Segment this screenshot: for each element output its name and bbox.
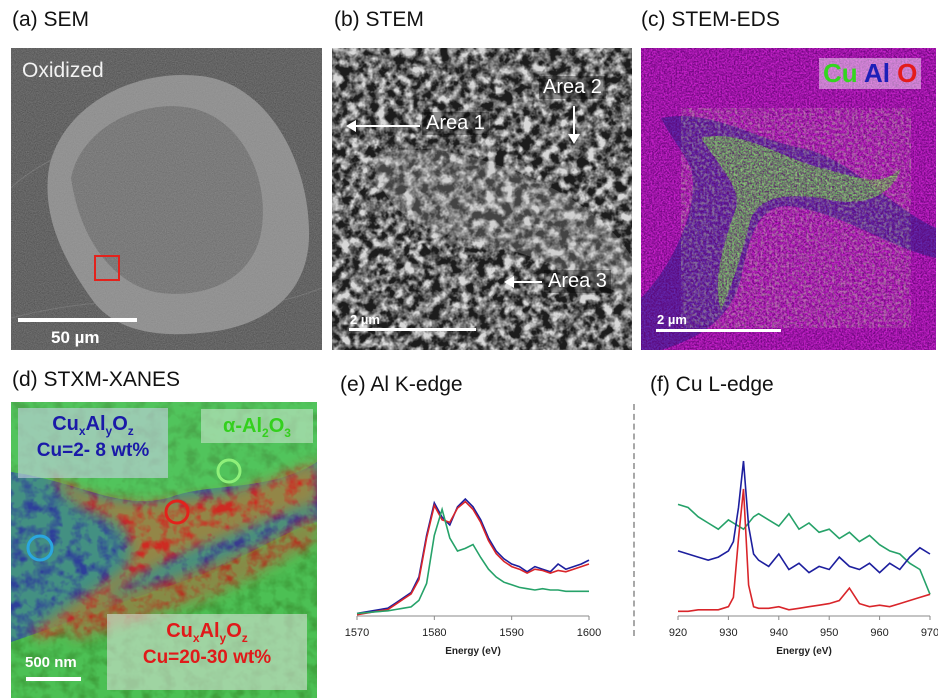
panel-a-label: (a) SEM bbox=[12, 8, 90, 31]
stem-scalebar bbox=[349, 328, 476, 331]
sem-region-marker bbox=[94, 255, 120, 281]
oxidized-label: Oxidized bbox=[22, 59, 104, 82]
stxm-map: CuxAlyOz Cu=2- 8 wt% α-Al2O3 CuxAlyOz Cu… bbox=[11, 402, 317, 698]
sem-scalebar-label: 50 µm bbox=[51, 328, 100, 347]
eds-scalebar bbox=[656, 329, 781, 332]
cu-l-edge-series-3 bbox=[678, 488, 931, 613]
green-region-marker bbox=[216, 458, 242, 484]
area1-arrowhead-icon bbox=[346, 120, 356, 132]
stxm-scalebar-label: 500 nm bbox=[25, 654, 77, 671]
area2-arrowhead-icon bbox=[568, 134, 580, 144]
al-k-edge-chart: 1570 1580 1590 1600 Energy (eV) bbox=[345, 497, 601, 657]
eds-composite bbox=[641, 48, 936, 350]
stxm-scalebar bbox=[26, 677, 81, 681]
blue-region-marker bbox=[26, 534, 54, 562]
cu-l-edge-tick-label-920: 920 bbox=[669, 627, 687, 639]
al-k-edge-x-axis-label: Energy (eV) bbox=[445, 646, 501, 657]
al-k-edge-series-3 bbox=[356, 506, 589, 615]
area1-arrow bbox=[348, 125, 420, 127]
red-region-marker bbox=[164, 499, 190, 525]
eds-legend: Cu Al O bbox=[819, 58, 922, 89]
cu-l-edge-series-2 bbox=[677, 460, 931, 574]
sem-image: Oxidized 50 µm bbox=[11, 48, 322, 350]
stem-scalebar-label: 2 µm bbox=[350, 312, 380, 327]
panel-f-label: (f) Cu L-edge bbox=[650, 373, 774, 396]
cu-l-edge-tick-label-940: 940 bbox=[770, 627, 788, 639]
al-k-edge-tick-label-1590: 1590 bbox=[499, 627, 523, 639]
cu-l-edge-series-1 bbox=[677, 503, 931, 595]
eds-scalebar-label: 2 µm bbox=[657, 312, 687, 327]
cu-l-edge-tick-label-930: 930 bbox=[719, 627, 737, 639]
panel-e-label: (e) Al K-edge bbox=[340, 373, 463, 396]
sem-micrograph bbox=[11, 48, 322, 350]
blue-phase-content: Cu=2- 8 wt% bbox=[36, 440, 150, 461]
al-k-edge-tick-label-1570: 1570 bbox=[345, 627, 369, 639]
area2-arrow bbox=[573, 106, 575, 136]
area3-arrow bbox=[512, 281, 542, 283]
sem-scalebar bbox=[18, 318, 137, 322]
eds-legend-al: Al bbox=[863, 58, 890, 88]
al-k-edge-tick-label-1580: 1580 bbox=[422, 627, 446, 639]
red-phase-box: CuxAlyOz Cu=20-30 wt% bbox=[107, 614, 307, 690]
area2-label: Area 2 bbox=[539, 76, 606, 99]
al-k-edge-series-1 bbox=[356, 497, 590, 615]
area1-label: Area 1 bbox=[422, 112, 489, 135]
al-k-edge-series-2 bbox=[356, 500, 590, 616]
red-phase-content: Cu=20-30 wt% bbox=[142, 647, 272, 668]
stem-micrograph bbox=[332, 48, 632, 350]
eds-map: Cu Al O 2 µm bbox=[641, 48, 936, 350]
panel-b-label: (b) STEM bbox=[334, 8, 424, 31]
cu-l-edge-tick-label-970: 970 bbox=[921, 627, 938, 639]
cu-l-edge-x-axis-label: Energy (eV) bbox=[776, 646, 832, 657]
cu-l-edge-tick-label-950: 950 bbox=[820, 627, 838, 639]
eds-legend-o: O bbox=[897, 58, 918, 88]
panel-d-label: (d) STXM-XANES bbox=[12, 368, 181, 391]
area3-label: Area 3 bbox=[544, 270, 611, 293]
stem-image: Area 1 Area 2 Area 3 2 µm bbox=[332, 48, 632, 350]
panel-divider bbox=[633, 404, 635, 636]
panel-c-label: (c) STEM-EDS bbox=[641, 8, 780, 31]
cu-l-edge-tick-label-960: 960 bbox=[870, 627, 888, 639]
blue-phase-box: CuxAlyOz Cu=2- 8 wt% bbox=[18, 408, 168, 478]
green-phase-box: α-Al2O3 bbox=[201, 409, 313, 443]
eds-legend-cu: Cu bbox=[823, 58, 858, 88]
area3-arrowhead-icon bbox=[504, 276, 514, 288]
al-k-edge-tick-label-1600: 1600 bbox=[577, 627, 601, 639]
cu-l-edge-chart: 920 930 940 950 960 970 Energy (eV) bbox=[669, 460, 938, 657]
